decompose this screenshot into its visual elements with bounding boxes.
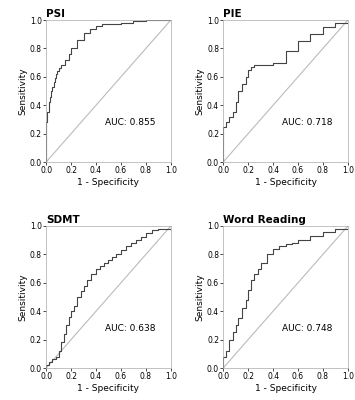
X-axis label: 1 - Specificity: 1 - Specificity (255, 178, 317, 187)
Text: AUC: 0.718: AUC: 0.718 (282, 118, 332, 127)
Text: PIE: PIE (223, 9, 242, 19)
Y-axis label: Sensitivity: Sensitivity (18, 273, 27, 321)
X-axis label: 1 - Specificity: 1 - Specificity (77, 178, 140, 187)
Text: Word Reading: Word Reading (223, 215, 306, 225)
X-axis label: 1 - Specificity: 1 - Specificity (255, 384, 317, 393)
Text: AUC: 0.855: AUC: 0.855 (105, 118, 155, 127)
Text: AUC: 0.638: AUC: 0.638 (105, 324, 155, 333)
Y-axis label: Sensitivity: Sensitivity (195, 67, 204, 115)
X-axis label: 1 - Specificity: 1 - Specificity (77, 384, 140, 393)
Text: AUC: 0.748: AUC: 0.748 (282, 324, 332, 333)
Text: SDMT: SDMT (46, 215, 80, 225)
Y-axis label: Sensitivity: Sensitivity (18, 67, 27, 115)
Text: PSI: PSI (46, 9, 65, 19)
Y-axis label: Sensitivity: Sensitivity (195, 273, 204, 321)
